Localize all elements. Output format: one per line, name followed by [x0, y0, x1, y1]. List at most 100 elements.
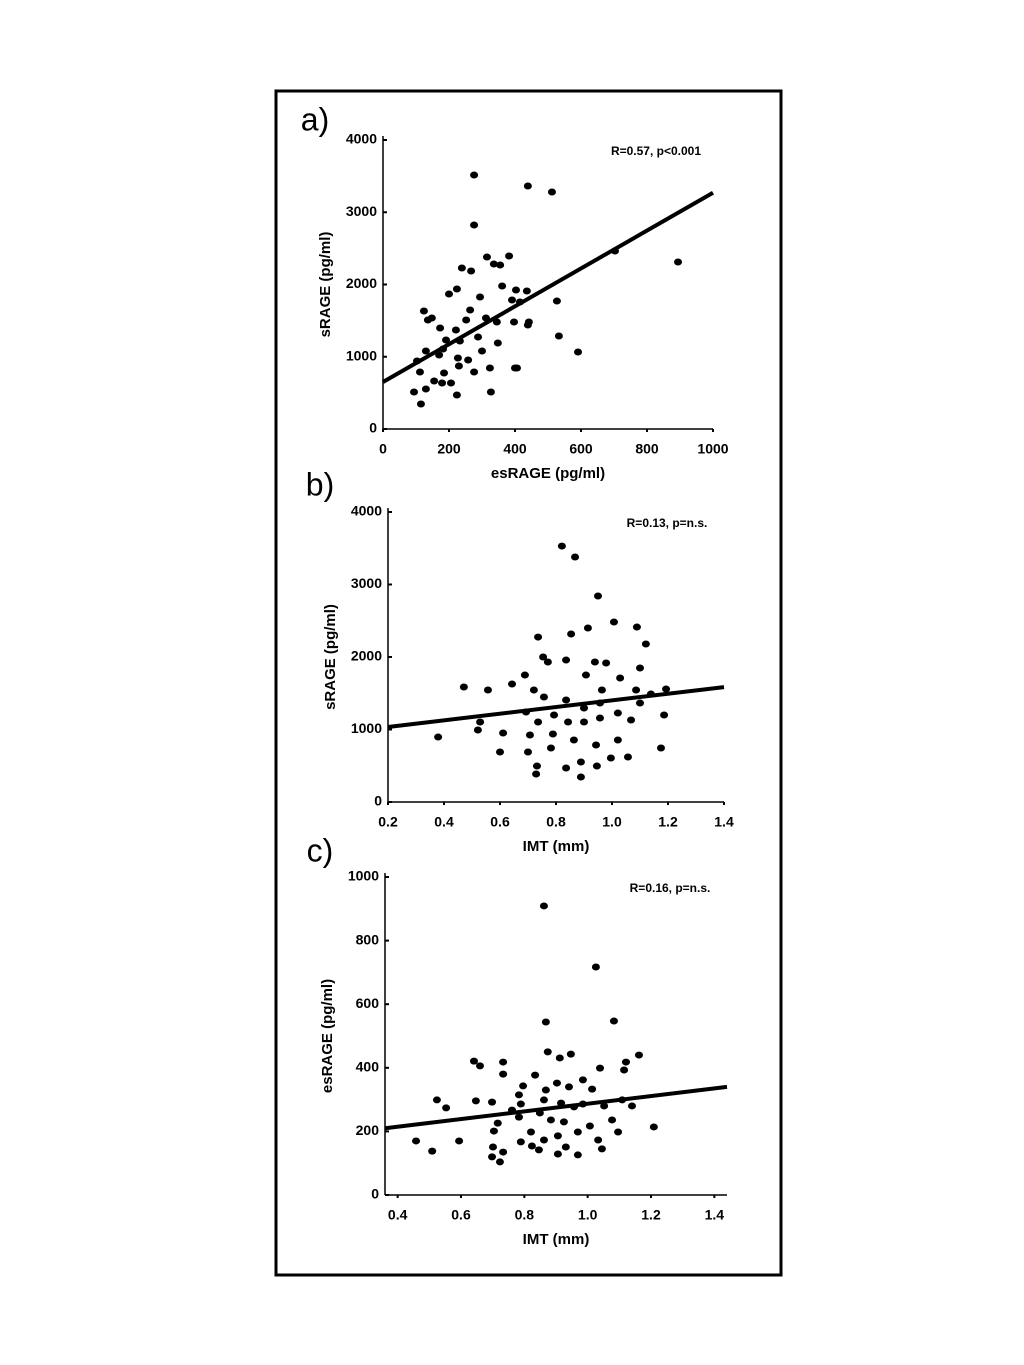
- data-point: [660, 711, 669, 719]
- data-point: [541, 1086, 550, 1094]
- y-tick-label: 1000: [351, 720, 382, 736]
- data-point: [516, 1100, 525, 1108]
- data-point: [573, 1128, 582, 1136]
- data-point: [410, 388, 419, 396]
- data-point: [594, 592, 602, 600]
- y-tick-label: 1000: [346, 347, 377, 363]
- data-point: [470, 171, 479, 179]
- data-point: [430, 377, 439, 385]
- data-point: [482, 253, 491, 261]
- data-point: [534, 1146, 543, 1154]
- data-point: [476, 293, 485, 301]
- data-point: [432, 1096, 441, 1104]
- annotation: R=0.57, p<0.001: [611, 144, 701, 158]
- data-point: [534, 633, 543, 641]
- data-point: [452, 285, 461, 293]
- data-point: [469, 1057, 478, 1065]
- data-point: [591, 963, 600, 971]
- y-tick-label: 4000: [351, 503, 382, 519]
- data-point: [555, 1054, 564, 1062]
- data-point: [564, 1083, 573, 1091]
- x-tick-label: 1.0: [602, 814, 622, 830]
- data-point: [539, 653, 548, 661]
- data-point: [539, 693, 548, 701]
- data-point: [609, 1017, 618, 1025]
- data-point: [451, 326, 460, 334]
- data-point: [627, 716, 636, 724]
- data-point: [473, 726, 482, 734]
- data-point: [455, 1137, 464, 1145]
- data-point: [442, 336, 451, 344]
- data-point: [488, 1153, 497, 1161]
- data-point: [467, 267, 476, 275]
- data-point: [585, 1122, 594, 1130]
- data-point: [636, 664, 644, 672]
- data-point: [483, 686, 492, 694]
- data-point: [628, 1102, 636, 1110]
- data-point: [581, 671, 590, 679]
- data-point: [457, 264, 466, 272]
- frame: [274, 89, 783, 1277]
- data-point: [470, 368, 479, 376]
- data-point: [539, 902, 548, 910]
- data-point: [493, 1119, 502, 1127]
- data-point: [412, 1137, 421, 1145]
- data-point: [561, 1143, 570, 1151]
- data-point: [486, 388, 495, 396]
- data-point: [421, 347, 430, 355]
- data-point: [514, 1113, 523, 1121]
- data-point: [532, 770, 541, 778]
- data-point: [421, 385, 430, 393]
- x-tick-label: 0.8: [515, 1207, 535, 1223]
- data-point: [529, 686, 538, 694]
- data-point: [614, 1128, 623, 1136]
- data-point: [552, 1079, 561, 1087]
- data-point: [489, 260, 498, 268]
- data-point: [608, 1116, 617, 1124]
- x-tick-label: 1.2: [641, 1207, 661, 1223]
- data-point: [462, 316, 471, 324]
- annotation: R=0.13, p=n.s.: [627, 516, 708, 530]
- data-point: [524, 318, 533, 326]
- data-point: [550, 711, 559, 719]
- data-point: [427, 314, 436, 322]
- data-point: [616, 674, 625, 682]
- x-tick-label: 400: [503, 441, 527, 457]
- x-tick-label: 1.2: [658, 814, 678, 830]
- x-axis-label: esRAGE (pg/ml): [491, 465, 605, 482]
- y-tick-label: 2000: [351, 648, 382, 664]
- data-point: [499, 1148, 508, 1156]
- data-point: [495, 1158, 504, 1166]
- data-point: [511, 286, 520, 294]
- data-point: [602, 659, 611, 667]
- data-point: [476, 1062, 484, 1070]
- data-point: [499, 1058, 508, 1066]
- data-point: [485, 364, 494, 372]
- x-tick-label: 0.6: [451, 1207, 471, 1223]
- data-point: [453, 354, 462, 362]
- data-point: [613, 709, 622, 717]
- data-point: [539, 1136, 548, 1144]
- data-point: [428, 1147, 437, 1155]
- y-tick-label: 200: [356, 1122, 380, 1138]
- data-point: [562, 764, 571, 772]
- data-point: [514, 1091, 523, 1099]
- y-tick-label: 0: [369, 420, 377, 436]
- data-point: [525, 731, 534, 739]
- y-tick-label: 0: [374, 793, 382, 809]
- data-point: [512, 364, 521, 372]
- data-point: [498, 282, 507, 290]
- data-point: [597, 686, 606, 694]
- data-point: [454, 362, 463, 370]
- panel-label: a): [301, 101, 329, 137]
- x-tick-label: 200: [437, 441, 461, 457]
- data-point: [419, 307, 428, 315]
- panel-label: b): [306, 466, 334, 502]
- y-axis-label: sRAGE (pg/ml): [317, 232, 334, 338]
- data-point: [590, 658, 599, 666]
- data-point: [547, 188, 556, 196]
- data-point: [446, 379, 455, 387]
- data-point: [471, 1097, 480, 1105]
- data-point: [415, 368, 424, 376]
